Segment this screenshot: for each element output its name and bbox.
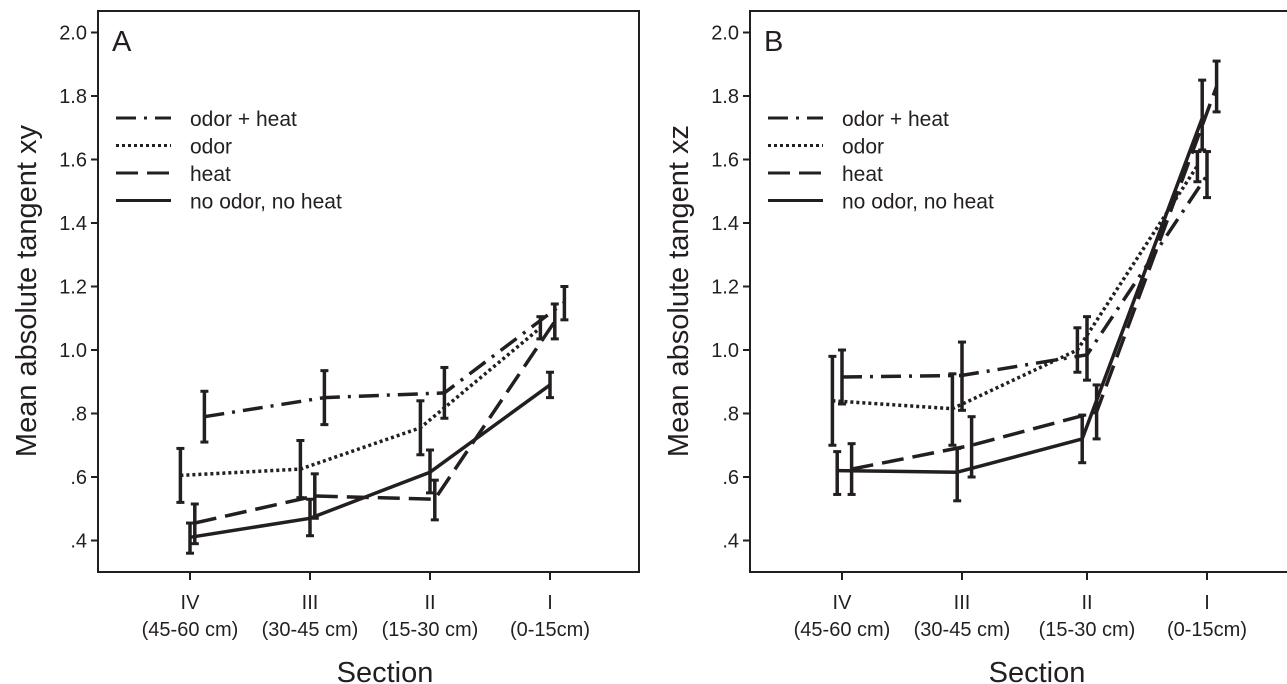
panel-b: B Mean absolute tangent xz Section .4 .6.… <box>663 10 1287 684</box>
series-line-b-1 <box>832 164 1199 411</box>
error-bar-b <box>1078 413 1087 465</box>
x-tick-sublabel-b: (45-60 cm) <box>794 619 891 641</box>
x-tick-label-a: I <box>547 592 553 614</box>
y-tick-label-b: 1.2 <box>711 277 739 299</box>
y-tick-label-a: 1.6 <box>59 150 87 172</box>
plot-frame-b <box>749 10 1287 573</box>
x-tick-sublabel-a: (45-60 cm) <box>142 619 239 641</box>
error-bar-b <box>1198 78 1207 152</box>
error-bar-b <box>833 450 842 496</box>
x-tick-sublabel-b: (15-30 cm) <box>1039 619 1136 641</box>
error-bar-b <box>1073 326 1082 374</box>
y-tick-label-b: 1.6 <box>711 150 739 172</box>
x-tick-label-b: II <box>1081 592 1092 614</box>
x-tick-sublabel-a: (0-15cm) <box>510 619 590 641</box>
y-tick-label-a: .8 <box>70 404 87 426</box>
legend-label-b: odor <box>842 136 884 159</box>
series-line-b-2 <box>851 85 1219 471</box>
error-bar-a <box>426 448 434 495</box>
y-tick-label-b: 1.4 <box>711 213 739 235</box>
series-line-a-3 <box>189 383 552 540</box>
series-line-a-2 <box>194 320 557 525</box>
y-tick-label-a: .6 <box>70 467 87 489</box>
x-tick-sublabel-a: (15-30 cm) <box>382 619 479 641</box>
error-bar-a <box>186 521 194 555</box>
error-bar-a <box>306 497 314 538</box>
x-axis-title-a: Section <box>337 657 434 684</box>
x-tick-label-b: III <box>954 592 971 614</box>
error-bar-b <box>948 372 957 447</box>
error-bar-a <box>560 285 569 322</box>
error-bar-a <box>550 302 559 341</box>
x-axis-title-b: Section <box>989 657 1086 684</box>
y-tick-label-b: 1.0 <box>711 340 739 362</box>
legend-label-b: odor + heat <box>842 108 949 131</box>
error-bar-b <box>828 354 837 447</box>
error-bar-b <box>1203 150 1211 200</box>
panel-a: A Mean absolute tangent xy Section .4 .6.… <box>11 10 640 684</box>
error-bar-b <box>1083 315 1091 382</box>
legend-label-a: no odor, no heat <box>190 191 342 214</box>
error-bar-b <box>958 340 966 412</box>
error-bar-b <box>1212 59 1221 114</box>
y-tick-label-b: .6 <box>722 467 739 489</box>
error-bar-b <box>953 446 962 503</box>
error-bar-b <box>1092 383 1101 441</box>
y-tick-label-b: 1.8 <box>711 86 739 108</box>
y-tick-label-a: .4 <box>70 531 87 553</box>
legend-label-b: no odor, no heat <box>842 191 994 214</box>
error-bar-b <box>1193 150 1202 184</box>
y-tick-label-a: 1.4 <box>59 213 87 235</box>
legend-label-b: heat <box>842 163 883 186</box>
error-bar-a <box>430 478 439 522</box>
y-tick-label-b: .8 <box>722 404 739 426</box>
x-tick-label-a: IV <box>181 592 201 614</box>
x-tick-sublabel-a: (30-45 cm) <box>262 619 359 641</box>
error-bar-a <box>320 369 329 427</box>
y-tick-label-a: 2.0 <box>59 23 87 45</box>
x-tick-label-b: IV <box>833 592 853 614</box>
y-tick-label-b: .4 <box>722 531 739 553</box>
series-line-a-1 <box>180 326 542 478</box>
error-bar-b <box>838 348 846 406</box>
legend-label-a: odor <box>190 136 232 159</box>
panel-label-b: B <box>764 26 783 58</box>
x-tick-label-b: I <box>1204 592 1210 614</box>
y-tick-label-a: 1.0 <box>59 340 87 362</box>
y-tick-label-a: 1.2 <box>59 277 87 299</box>
series-line-a-0 <box>204 301 566 419</box>
legend-label-a: heat <box>190 163 231 186</box>
y-axis-title-b: Mean absolute tangent xz <box>663 125 695 457</box>
x-tick-sublabel-b: (30-45 cm) <box>914 619 1011 641</box>
x-tick-label-a: III <box>302 592 319 614</box>
error-bar-a <box>416 399 425 457</box>
error-bar-a <box>546 370 554 400</box>
panel-label-a: A <box>112 26 132 58</box>
y-axis-title-a: Mean absolute tangent xy <box>11 124 43 457</box>
error-bar-a <box>200 389 209 444</box>
y-tick-label-b: 2.0 <box>711 23 739 45</box>
x-tick-label-a: II <box>424 592 435 614</box>
error-bar-a <box>176 446 185 504</box>
x-tick-sublabel-b: (0-15cm) <box>1167 619 1247 641</box>
plot-frame-a <box>97 10 640 573</box>
series-line-b-3 <box>837 117 1204 474</box>
legend-label-a: odor + heat <box>190 108 297 131</box>
y-tick-label-a: 1.8 <box>59 86 87 108</box>
